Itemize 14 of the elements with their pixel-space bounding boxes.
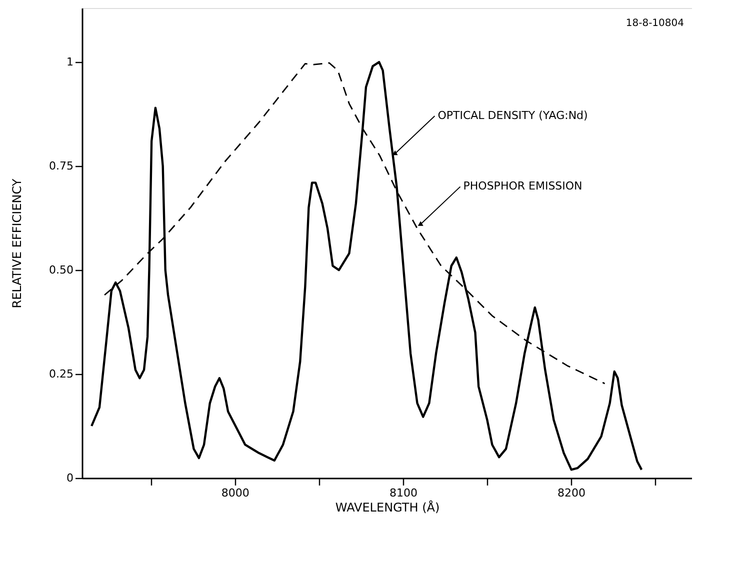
y-tick-label: 0	[66, 472, 74, 484]
annotation: OPTICAL DENSITY (YAG:Nd)	[438, 108, 588, 122]
y-tick-label: 0.50	[49, 264, 74, 277]
y-tick-label: 1	[66, 56, 74, 69]
annotation: PHOSPHOR EMISSION	[463, 180, 582, 193]
x-tick-label: 8100	[389, 486, 418, 500]
x-tick-label: 8000	[221, 486, 250, 500]
x-axis-title: WAVELENGTH (Å)	[335, 500, 440, 514]
y-tick-label: 0.25	[49, 368, 74, 381]
y-axis-title: RELATIVE EFFICIENCY	[10, 178, 24, 308]
y-tick-label: 0.75	[49, 160, 74, 173]
line-series	[90, 60, 643, 471]
x-tick-label: 8200	[558, 486, 586, 500]
annotation: 18-8-10804	[626, 18, 684, 29]
